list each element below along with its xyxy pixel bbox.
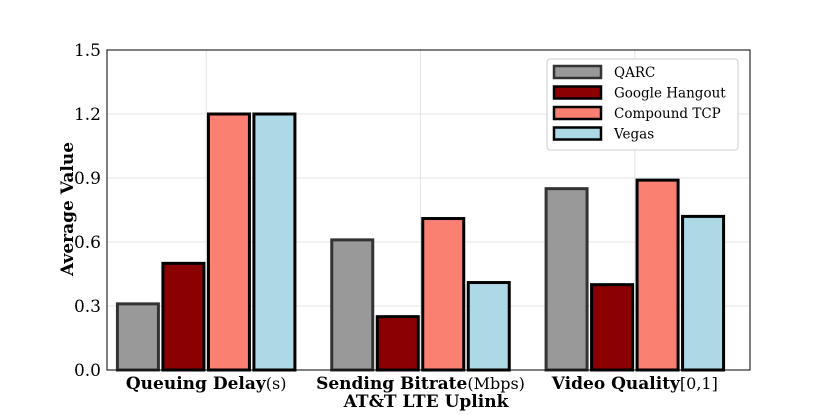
bar-vegas	[681, 214, 726, 372]
bar-google-hangout	[590, 283, 635, 372]
bar-compound-tcp	[421, 217, 466, 372]
bar-qarc	[544, 187, 589, 372]
plot-border	[106, 49, 751, 371]
x-category-unit: (Mbps)	[467, 374, 525, 393]
y-tick-label: 0.0	[74, 361, 101, 381]
x-category-unit: [0,1]	[680, 374, 718, 393]
y-tick-label: 0.3	[74, 297, 101, 317]
y-tick-label: 0.9	[74, 169, 101, 189]
legend-label: QARC	[614, 65, 655, 81]
x-category-name: Queuing Delay	[126, 374, 267, 394]
legend-swatch	[552, 126, 603, 141]
bar-compound-tcp	[635, 178, 680, 372]
legend-label: Compound TCP	[614, 106, 721, 122]
y-axis-title: Average Value	[58, 142, 78, 277]
bar-qarc	[330, 238, 375, 372]
y-tick-label: 1.2	[74, 105, 101, 125]
bars	[115, 112, 726, 372]
x-category-name: Sending Bitrate	[316, 374, 467, 394]
legend-swatch	[552, 105, 603, 121]
y-tick-label: 1.5	[74, 41, 101, 61]
legend-swatch	[552, 85, 603, 100]
legend-label: Google Hangout	[614, 86, 726, 102]
bar-google-hangout	[161, 261, 206, 372]
bar-qarc	[115, 302, 160, 372]
y-ticks: 0.0 0.3 0.6 0.9 1.2 1.5	[74, 41, 101, 381]
x-category-unit: (s)	[266, 374, 287, 393]
x-axis-title: AT&T LTE Uplink	[343, 392, 510, 412]
y-tick-label: 0.6	[74, 233, 101, 253]
plot-frame	[106, 49, 751, 371]
x-category-label: Sending Bitrate(Mbps)	[316, 374, 525, 394]
x-category-label: Queuing Delay(s)	[126, 374, 287, 394]
x-categories: Queuing Delay(s) Sending Bitrate(Mbps) Vid…	[126, 374, 718, 394]
x-category-label: Video Quality[0,1]	[551, 374, 718, 394]
bar-compound-tcp	[206, 112, 251, 372]
legend: QARC Google Hangout Compound TCP Vegas	[546, 58, 739, 151]
bar-google-hangout	[375, 315, 420, 372]
bar-vegas	[252, 112, 297, 372]
x-category-name: Video Quality	[551, 374, 681, 394]
bar-vegas	[466, 281, 511, 372]
legend-swatch	[552, 64, 603, 80]
legend-label: Vegas	[613, 127, 654, 143]
